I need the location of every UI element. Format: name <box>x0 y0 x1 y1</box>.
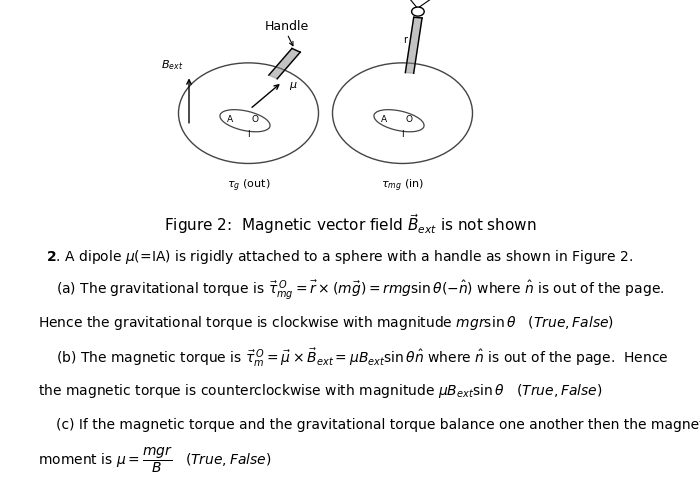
Text: $\tau_{mg}$ (in): $\tau_{mg}$ (in) <box>381 178 424 194</box>
Text: I: I <box>401 130 404 139</box>
Text: Hence the gravitational torque is clockwise with magnitude $mgr\sin\theta$   $(T: Hence the gravitational torque is clockw… <box>38 314 615 332</box>
Text: (c) If the magnetic torque and the gravitational torque balance one another then: (c) If the magnetic torque and the gravi… <box>56 418 700 432</box>
Text: $\tau_g$ (out): $\tau_g$ (out) <box>227 178 270 194</box>
Text: (b) The magnetic torque is $\vec{\tau}^{\,O}_{m} = \vec{\mu} \times \vec{B}_{ext: (b) The magnetic torque is $\vec{\tau}^{… <box>56 347 668 369</box>
Text: $B_{ext}$: $B_{ext}$ <box>161 58 183 72</box>
Text: I: I <box>247 130 250 139</box>
Text: Handle: Handle <box>265 20 309 33</box>
Text: $\mathbf{2}$. A dipole $\mu$(=IA) is rigidly attached to a sphere with a handle : $\mathbf{2}$. A dipole $\mu$(=IA) is rig… <box>46 247 633 266</box>
Text: (a) The gravitational torque is $\vec{\tau}^{\,O}_{mg} = \vec{r} \times (m\vec{g: (a) The gravitational torque is $\vec{\t… <box>56 279 664 302</box>
Text: O: O <box>252 115 259 124</box>
Text: r: r <box>402 35 407 45</box>
Text: $\mu$: $\mu$ <box>289 80 298 92</box>
Text: A: A <box>227 115 232 124</box>
Text: moment is $\mu = \dfrac{mgr}{B}$   $(True, False)$: moment is $\mu = \dfrac{mgr}{B}$ $(True,… <box>38 445 272 475</box>
Polygon shape <box>405 17 422 73</box>
Text: Figure 2:  Magnetic vector field $\vec{B}_{ext}$ is not shown: Figure 2: Magnetic vector field $\vec{B}… <box>164 212 536 236</box>
Text: O: O <box>406 115 413 124</box>
Text: the magnetic torque is counterclockwise with magnitude $\mu B_{ext}\sin\theta$  : the magnetic torque is counterclockwise … <box>38 382 603 400</box>
Polygon shape <box>269 48 300 79</box>
Text: A: A <box>381 115 386 124</box>
